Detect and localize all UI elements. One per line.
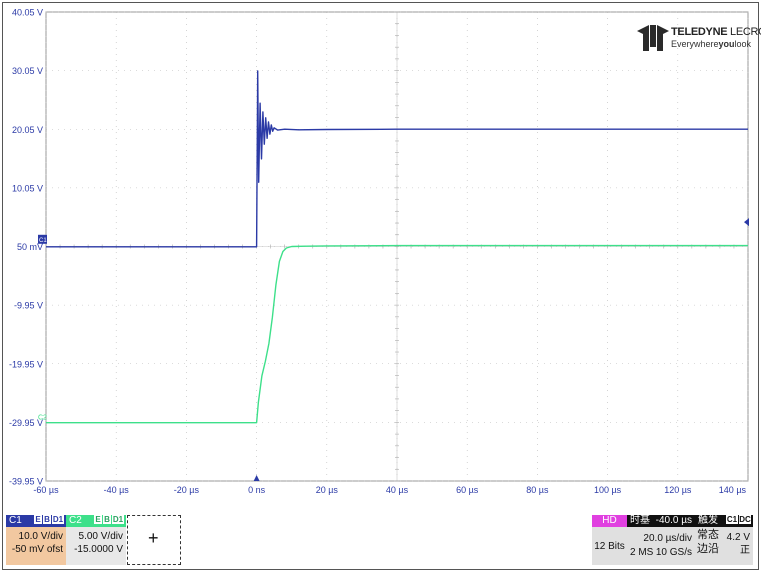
c2-vdiv: 5.00 V/div	[78, 531, 123, 542]
traces	[46, 70, 748, 424]
c1-descriptor[interactable]: C1 E B D1 10.0 V/div -50 mV ofst	[6, 515, 66, 565]
trigger-level: 4.2 V	[726, 532, 750, 543]
trace-c2	[46, 244, 748, 424]
timebase-descriptor[interactable]: 时基 -40.0 µs 20.0 µs/div 2 MS 10 GS/s	[627, 515, 695, 565]
c1-flag-e: E	[34, 515, 42, 524]
logo-tagline: Everywhereyoulook	[671, 39, 752, 49]
timebase-label: 时基	[630, 515, 650, 526]
timebase-tdiv: 20.0 µs/div	[643, 533, 692, 544]
y-tick-label: 40.05 V	[12, 8, 43, 18]
trigger-mode: 常态	[697, 529, 719, 541]
c1-header: C1 E B D1	[6, 515, 66, 527]
x-axis-labels: -60 µs -40 µs -20 µs 0 ns 20 µs 40 µs 60 µs 80 …	[33, 485, 746, 495]
x-tick-label: 80 µs	[526, 485, 549, 495]
y-tick-label: 20.05 V	[12, 125, 43, 135]
trigger-level-marker	[744, 218, 749, 227]
c2-descriptor[interactable]: C2 E B D1 5.00 V/div -15.0000 V	[66, 515, 126, 565]
timebase-rate: 10 GS/s	[655, 547, 692, 558]
x-tick-label: 60 µs	[456, 485, 479, 495]
c1-ground-marker	[38, 234, 47, 244]
x-tick-label: 0 ns	[248, 485, 266, 495]
trigger-slope: 正	[740, 545, 750, 556]
hd-bits: 12 Bits	[594, 541, 625, 552]
timebase-header: 时基 -40.0 µs	[627, 515, 695, 527]
y-tick-label: -39.95 V	[9, 477, 43, 487]
trigger-coupling-flag: DC	[739, 515, 751, 524]
y-tick-label: -9.95 V	[14, 301, 43, 311]
trigger-type: 边沿	[697, 543, 719, 555]
x-tick-label: -60 µs	[33, 485, 59, 495]
y-tick-label: 50 mV	[17, 242, 43, 252]
x-tick-label: 100 µs	[594, 485, 622, 495]
c2-body: 5.00 V/div -15.0000 V	[66, 527, 126, 565]
trigger-source-flag: C1	[726, 515, 738, 524]
c2-flag-e: E	[94, 515, 102, 524]
trigger-label: 触发	[698, 515, 718, 526]
c2-flag-b: B	[103, 515, 111, 524]
x-tick-label: 140 µs	[719, 485, 747, 495]
y-axis-labels: 40.05 V 30.05 V 20.05 V 10.05 V 50 mV -9.95 V…	[9, 8, 43, 487]
c2-header: C2 E B D1	[66, 515, 126, 527]
x-tick-label: -20 µs	[174, 485, 200, 495]
y-tick-label: 10.05 V	[12, 183, 43, 193]
hd-body: 12 Bits	[592, 527, 627, 565]
c1-ground-label: C1	[39, 238, 47, 244]
c1-name: C1	[9, 515, 22, 526]
hd-header: HD	[592, 515, 627, 527]
c1-flag-d1: D1	[52, 515, 64, 524]
add-trace-button[interactable]: +	[127, 515, 181, 565]
trigger-header: 触发 C1 DC	[695, 515, 753, 527]
logo-mark-icon	[637, 25, 669, 51]
timebase-delay: -40.0 µs	[655, 515, 692, 526]
c1-vdiv: 10.0 V/div	[18, 531, 63, 542]
trigger-descriptor[interactable]: 触发 C1 DC 常态 4.2 V 边沿 正	[695, 515, 753, 565]
c2-flag-d1: D1	[112, 515, 124, 524]
trace-c1	[46, 70, 748, 248]
teledyne-lecroy-logo: TELEDYNE LECROY Everywhereyoulook	[637, 25, 761, 56]
logo-brand: TELEDYNE LECROY	[671, 26, 761, 38]
trigger-time-marker	[253, 475, 260, 481]
hd-descriptor[interactable]: HD 12 Bits	[592, 515, 627, 565]
c1-flag-b: B	[43, 515, 51, 524]
timebase-body: 20.0 µs/div 2 MS 10 GS/s	[627, 527, 695, 565]
c1-offset: -50 mV ofst	[11, 544, 63, 555]
plus-icon: +	[148, 528, 159, 548]
x-tick-label: 120 µs	[664, 485, 692, 495]
timebase-samples: 2 MS	[630, 547, 654, 558]
c2-ground-label: C2	[38, 415, 47, 422]
channel-markers: C1 C2	[38, 218, 749, 481]
x-tick-label: 20 µs	[316, 485, 339, 495]
y-tick-label: -19.95 V	[9, 359, 43, 369]
trigger-body: 常态 4.2 V 边沿 正	[695, 527, 753, 565]
x-tick-label: -40 µs	[104, 485, 130, 495]
x-tick-label: 40 µs	[386, 485, 409, 495]
y-tick-label: 30.05 V	[12, 66, 43, 76]
c1-body: 10.0 V/div -50 mV ofst	[6, 527, 66, 565]
c2-offset: -15.0000 V	[74, 544, 123, 555]
c2-name: C2	[69, 515, 82, 526]
y-tick-label: -29.95 V	[9, 418, 43, 428]
hd-label: HD	[602, 515, 617, 526]
